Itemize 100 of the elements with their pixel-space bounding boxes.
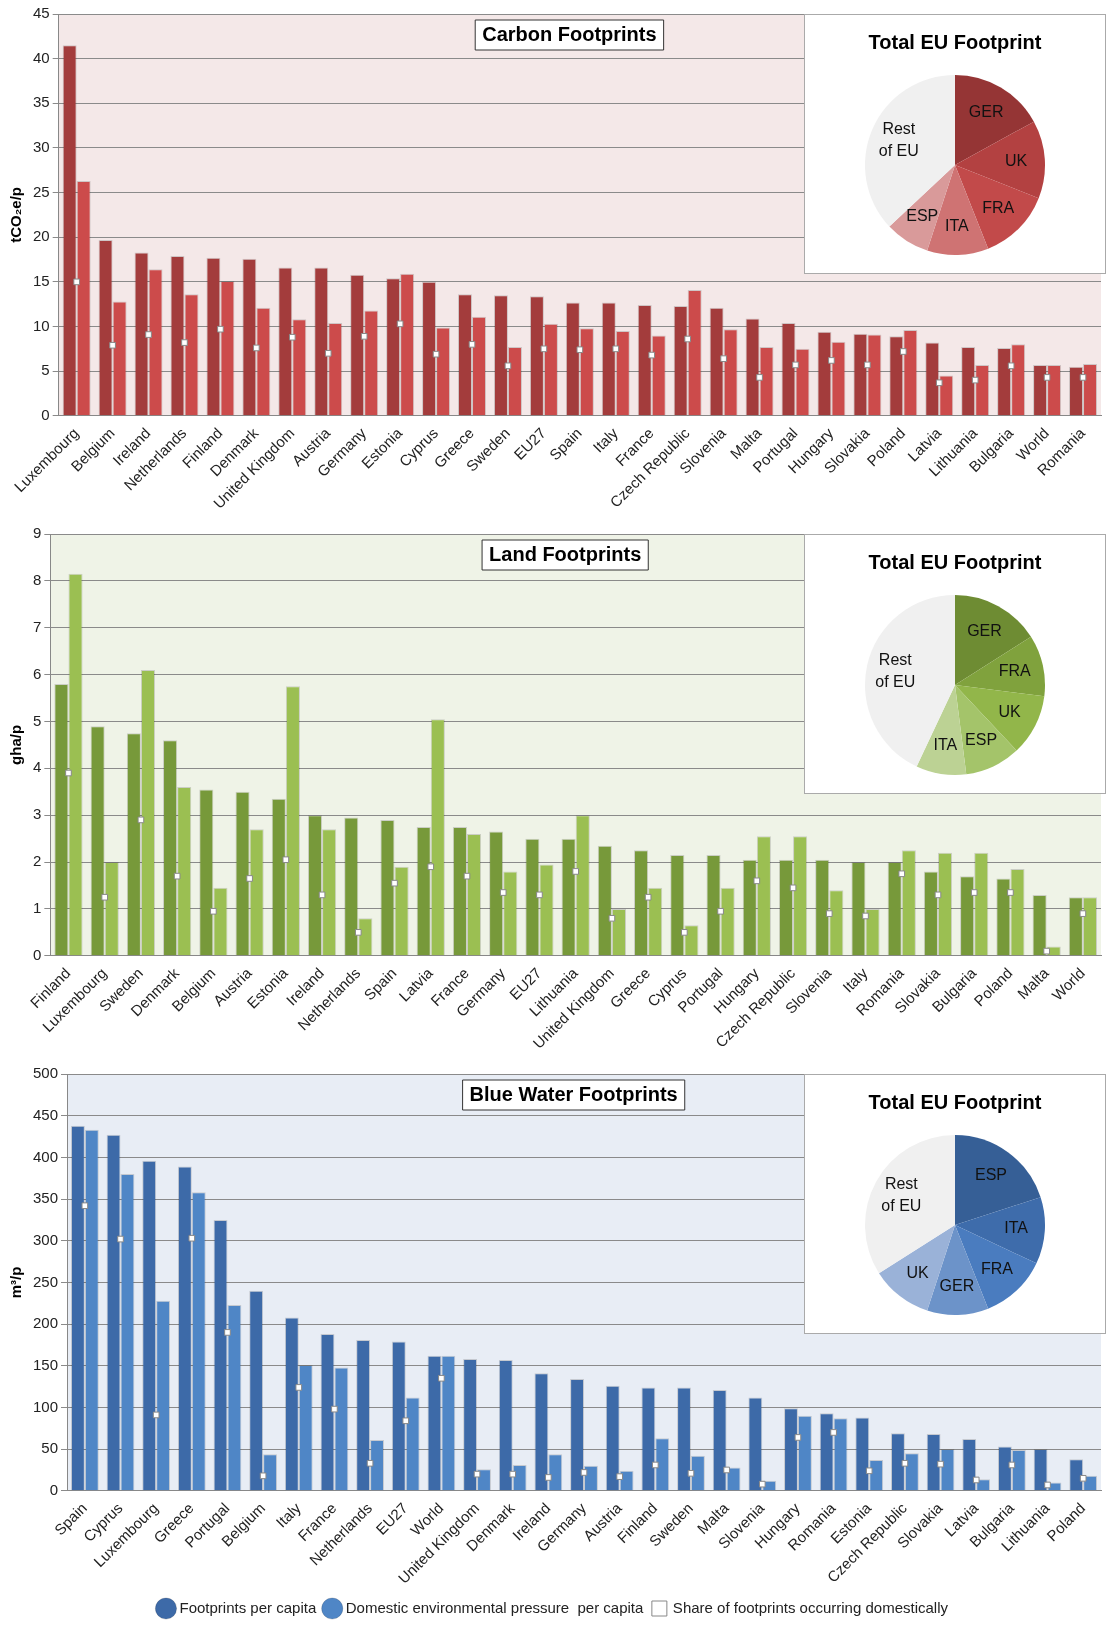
point [259,1472,267,1480]
y-axis-title: m³/p [7,1266,25,1299]
legend-label: Share of footprints occurring domestically [672,1598,949,1616]
point [117,1235,124,1243]
y-axis-title: tCO₂e/p [7,186,25,243]
point [865,1467,873,1475]
point [828,357,835,364]
slice-label: ESP [965,730,998,748]
y-tick-label: 450 [33,1105,59,1123]
y-tick-label: 45 [33,4,50,22]
slice-label: ITA [933,735,958,753]
y-tick-label: 30 [33,138,50,156]
point [145,331,152,338]
slice-label: FRA [998,662,1032,680]
slice-label: Rest of EU [881,1174,922,1214]
y-tick-label: 1 [33,899,42,917]
y-tick-label: 5 [33,711,42,729]
y-tick-label: 100 [33,1397,59,1415]
y-tick-label: 4 [33,758,42,776]
point [391,879,398,887]
y-tick-label: 9 [33,524,42,542]
point [1008,1461,1016,1469]
point [181,339,188,346]
point [1007,889,1014,896]
y-tick-label: 3 [33,805,42,823]
point [864,361,871,369]
point [463,872,471,880]
point [354,929,362,936]
point [720,355,727,362]
point [648,351,656,359]
slice-label: UK [1004,151,1028,169]
point [1079,374,1087,381]
slice-label: GER [968,102,1004,120]
point [468,341,476,348]
point [109,341,116,349]
point [224,1329,231,1336]
point [935,379,943,387]
point [1007,362,1015,370]
slice-label: UK [906,1263,929,1281]
y-tick-label: 400 [33,1147,59,1165]
point [324,349,332,357]
slice-label: Rest of EU [878,120,919,160]
point [717,907,724,915]
point [331,1405,338,1413]
point [253,344,260,352]
point [792,361,799,369]
point [427,863,435,871]
point [937,1460,944,1468]
point [789,884,797,892]
point [65,769,72,777]
point [756,374,763,381]
y-tick-label: 50 [41,1439,59,1457]
point [282,856,290,864]
point [217,325,224,333]
y-tick-label: 0 [33,945,42,963]
point [540,345,548,353]
point [432,350,440,358]
point [509,1470,517,1478]
point [1044,1481,1051,1489]
point [898,870,906,878]
point [152,1411,160,1419]
y-tick-label: 7 [33,617,42,635]
point [288,333,296,341]
point [210,907,217,915]
slice-label: ESP [974,1165,1007,1183]
chart-title: Total EU Footprint [868,1090,1042,1113]
slice-label: GER [939,1276,975,1294]
point [684,335,691,343]
point [81,1202,89,1210]
point [1043,947,1050,955]
point [830,1429,837,1436]
point [687,1469,695,1477]
slice-label: Rest of EU [875,651,916,691]
point [753,877,761,885]
y-tick-label: 10 [33,316,50,334]
point [366,1459,374,1467]
point [608,914,616,922]
y-tick-label: 300 [33,1230,59,1248]
point [972,1476,980,1484]
point [438,1374,445,1382]
point [499,889,507,896]
chart-title: Total EU Footprint [868,30,1042,53]
point [723,1466,730,1474]
slice-label: GER [967,621,1002,639]
slice-label: ITA [1004,1219,1029,1237]
point [794,1434,802,1441]
point [862,912,869,920]
y-tick-label: 0 [41,405,50,423]
point [188,1234,196,1242]
point [137,816,145,824]
point [576,346,584,354]
point [758,1480,766,1488]
point [616,1473,623,1480]
y-tick-label: 0 [49,1480,59,1498]
point [295,1384,303,1391]
y-tick-label: 25 [33,182,50,200]
point [101,893,109,901]
point [1079,1474,1087,1482]
point [318,891,326,899]
point [473,1470,481,1478]
